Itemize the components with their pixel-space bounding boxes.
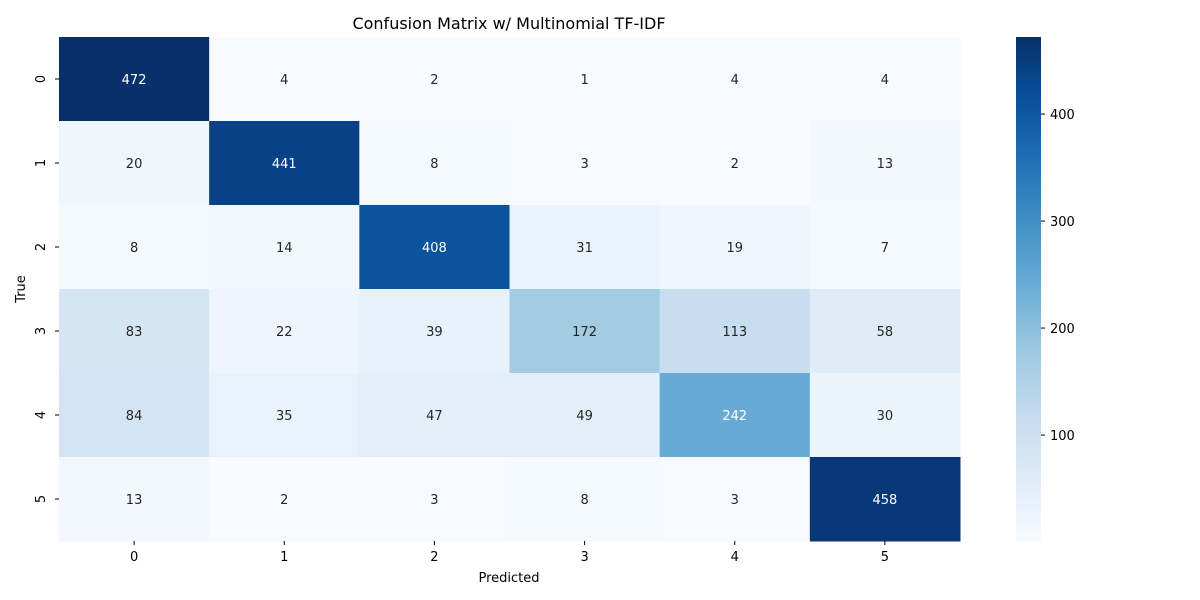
y-axis-label: True (14, 275, 29, 304)
x-tick-label: 0 (130, 550, 138, 565)
colorbar (1016, 37, 1041, 541)
cell-value-label: 441 (272, 157, 297, 172)
cell-value-label: 8 (580, 493, 588, 508)
heatmap-cell (809, 121, 961, 206)
x-tick-label: 5 (881, 550, 889, 565)
cell-value-label: 13 (877, 157, 894, 172)
colorbar-tick-label: 300 (1050, 215, 1075, 230)
heatmap-cells (59, 37, 961, 542)
cell-value-label: 58 (877, 325, 894, 340)
heatmap-cell (509, 373, 661, 458)
heatmap-cell (659, 457, 811, 542)
heatmap-cell (509, 121, 661, 206)
heatmap-cell (359, 205, 510, 290)
heatmap-cell (659, 289, 811, 374)
heatmap-cell (59, 205, 210, 290)
heatmap-cell (209, 457, 360, 542)
heatmap-cell (659, 205, 811, 290)
colorbar-ticks: 100 200 300 400 (1041, 108, 1075, 444)
heatmap-cell (509, 289, 661, 374)
x-tick-label: 4 (731, 550, 739, 565)
heatmap-cell (509, 37, 661, 122)
cell-value-label: 2 (430, 73, 438, 88)
heatmap-cell (359, 457, 510, 542)
cell-value-label: 4 (280, 73, 288, 88)
cell-value-label: 3 (731, 493, 739, 508)
y-tick-label: 5 (34, 495, 49, 503)
cell-value-label: 2 (731, 157, 739, 172)
cell-value-label: 8 (430, 157, 438, 172)
y-tick-label: 0 (34, 75, 49, 83)
cell-value-label: 1 (580, 73, 588, 88)
heatmap-cell (59, 373, 210, 458)
heatmap-cell (59, 121, 210, 206)
cell-value-label: 22 (276, 325, 293, 340)
cell-value-label: 84 (126, 409, 143, 424)
heatmap-cell (59, 289, 210, 374)
heatmap-cell (59, 457, 210, 542)
heatmap-cell (509, 205, 661, 290)
cell-value-label: 20 (126, 157, 143, 172)
x-axis-label: Predicted (478, 571, 539, 586)
x-tick-label: 1 (280, 550, 288, 565)
heatmap-cell (359, 121, 510, 206)
cell-value-label: 39 (426, 325, 443, 340)
cell-value-label: 242 (722, 409, 747, 424)
cell-value-label: 7 (881, 241, 889, 256)
cell-value-label: 3 (430, 493, 438, 508)
heatmap-cell (209, 289, 360, 374)
cell-value-label: 13 (126, 493, 143, 508)
heatmap-cell (359, 289, 510, 374)
cell-value-label: 30 (877, 409, 894, 424)
y-tick-label: 1 (34, 159, 49, 167)
heatmap-cell (359, 373, 510, 458)
cell-value-label: 4 (881, 73, 889, 88)
y-tick-label: 4 (34, 411, 49, 419)
cell-value-label: 47 (426, 409, 443, 424)
cell-value-label: 472 (122, 73, 147, 88)
x-tick-label: 2 (430, 550, 438, 565)
cell-value-label: 35 (276, 409, 293, 424)
heatmap-cell (659, 373, 811, 458)
cell-value-label: 83 (126, 325, 143, 340)
x-tick-label: 3 (580, 550, 588, 565)
y-axis-ticks: 0 1 2 3 4 5 (34, 75, 59, 503)
heatmap-cell (809, 457, 961, 542)
cell-value-label: 14 (276, 241, 293, 256)
cell-value-label: 3 (580, 157, 588, 172)
heatmap-cell (209, 205, 360, 290)
heatmap-cell (809, 289, 961, 374)
heatmap-cell-labels: 472 4 2 1 4 420 441 8 3 2 138 14 408 31 19 783 22 39 172 11… (122, 73, 898, 508)
heatmap-cell (809, 205, 961, 290)
heatmap-cell (659, 37, 811, 122)
cell-value-label: 31 (576, 241, 593, 256)
cell-value-label: 408 (422, 241, 447, 256)
colorbar-tick-label: 200 (1050, 322, 1075, 337)
y-tick-label: 2 (34, 243, 49, 251)
colorbar-tick-label: 100 (1050, 429, 1075, 444)
cell-value-label: 8 (130, 241, 138, 256)
cell-value-label: 19 (726, 241, 743, 256)
cell-value-label: 2 (280, 493, 288, 508)
cell-value-label: 4 (731, 73, 739, 88)
cell-value-label: 458 (873, 493, 898, 508)
heatmap-cell (59, 37, 210, 122)
heatmap-cell (209, 121, 360, 206)
cell-value-label: 113 (722, 325, 747, 340)
heatmap-cell (209, 37, 360, 122)
heatmap-cell (209, 373, 360, 458)
heatmap-cell (809, 37, 961, 122)
colorbar-tick-label: 400 (1050, 108, 1075, 123)
heatmap-cell (809, 373, 961, 458)
heatmap-cell (359, 37, 510, 122)
chart-title: Confusion Matrix w/ Multinomial TF-IDF (352, 14, 665, 33)
heatmap-cell (509, 457, 661, 542)
cell-value-label: 49 (576, 409, 593, 424)
cell-value-label: 172 (572, 325, 597, 340)
heatmap-cell (659, 121, 811, 206)
y-tick-label: 3 (34, 327, 49, 335)
x-axis-ticks: 0 1 2 3 4 5 (130, 541, 889, 565)
